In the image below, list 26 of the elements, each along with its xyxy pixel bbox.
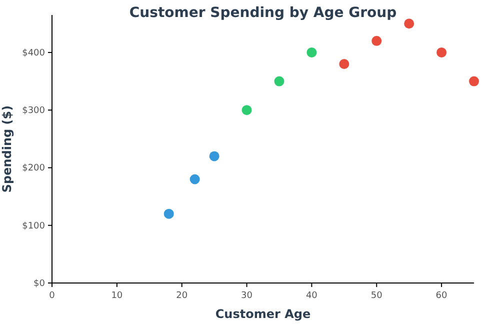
point [469, 76, 479, 86]
point [242, 105, 252, 116]
y-tick-label: $0 [34, 279, 46, 289]
y-tick-label: $300 [22, 106, 46, 116]
point [274, 76, 284, 86]
chart-title: Customer Spending by Age Group [129, 5, 397, 21]
point [190, 174, 200, 184]
x-tick-label: 50 [370, 291, 383, 301]
x-tick-label: 60 [436, 291, 448, 301]
x-tick-label: 20 [176, 291, 188, 301]
y-tick-label: $400 [22, 48, 46, 58]
y-tick-label: $100 [22, 221, 46, 232]
y-tick-label: $200 [22, 164, 46, 174]
point [404, 18, 414, 29]
point [372, 36, 382, 46]
y-axis-title: Spending ($) [0, 105, 14, 193]
point [339, 58, 350, 69]
x-tick-label: 40 [306, 291, 318, 301]
x-tick-label: 30 [241, 291, 253, 301]
point [164, 208, 174, 219]
point [306, 47, 317, 58]
point [436, 47, 447, 58]
x-axis-title: Customer Age [215, 307, 311, 321]
x-tick-label: 0 [49, 291, 56, 301]
point [209, 151, 220, 162]
x-tick-label: 10 [111, 291, 123, 301]
